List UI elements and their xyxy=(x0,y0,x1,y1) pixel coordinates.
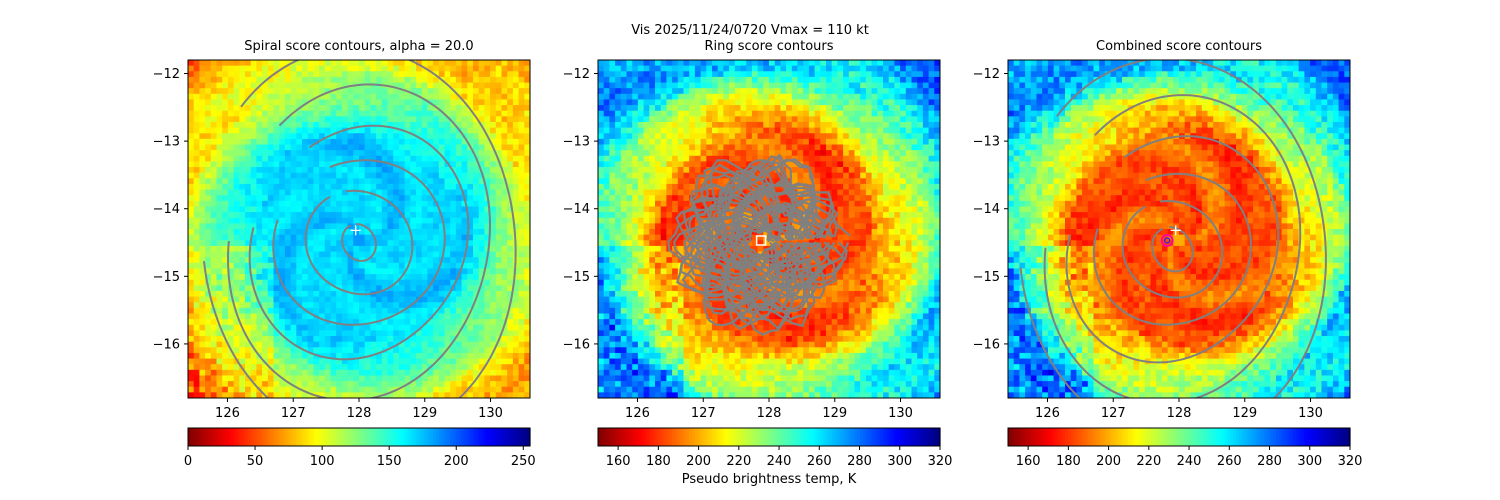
contour-line xyxy=(721,205,796,281)
colorbar-tick-label: 160 xyxy=(606,454,631,469)
x-tick-label: 130 xyxy=(888,406,913,421)
contour-line xyxy=(248,124,470,361)
colorbar-tick-label: 280 xyxy=(847,454,872,469)
y-tick-label: −16 xyxy=(973,337,1000,352)
colorbar-tick-label: 240 xyxy=(1177,454,1202,469)
colorbar-tick-label: 260 xyxy=(1217,454,1242,469)
x-tick-label: 130 xyxy=(478,406,503,421)
colorbar-1: 160 180 200 220 240 260 280 300 320 xyxy=(597,427,953,469)
contour-line xyxy=(1043,94,1302,398)
x-tick-label: 128 xyxy=(757,406,782,421)
panel-0: 126 127 128 129 130 −12 −13 −14 −15 −16 0 50 100 150 2… xyxy=(153,59,536,469)
colorbar-tick-label: 180 xyxy=(646,454,671,469)
contour-line xyxy=(667,158,851,328)
y-tick-label: −12 xyxy=(973,67,1000,82)
contour-line xyxy=(745,229,774,259)
colorbar-tick-label: 50 xyxy=(247,454,264,469)
center-circle-marker xyxy=(1160,234,1174,247)
contour-line xyxy=(682,159,838,313)
colorbar-tick-label: 200 xyxy=(444,454,469,469)
y-tick-label: −13 xyxy=(973,135,1000,150)
y-tick-label: −13 xyxy=(563,135,590,150)
y-tick-label: −14 xyxy=(973,202,1000,217)
y-tick-label: −15 xyxy=(973,270,1000,285)
colorbar-tick-label: 300 xyxy=(887,454,912,469)
x-tick-label: 129 xyxy=(822,406,847,421)
x-tick-label: 129 xyxy=(1232,406,1257,421)
panel-title-combined: Combined score contours xyxy=(1096,39,1262,54)
heatmap-0 xyxy=(188,60,530,398)
contour-line xyxy=(675,153,846,330)
x-tick-label: 126 xyxy=(215,406,240,421)
colorbar-tick-label: 200 xyxy=(1096,454,1121,469)
x-tick-label: 128 xyxy=(347,406,372,421)
figure-suptitle: Vis 2025/11/24/0720 Vmax = 110 kt xyxy=(631,23,869,38)
x-tick-label: 127 xyxy=(691,406,716,421)
center-square-marker xyxy=(755,235,767,246)
colorbar-tick-label: 0 xyxy=(184,454,192,469)
y-tick-label: −12 xyxy=(153,67,180,82)
colorbar-tick-label: 320 xyxy=(928,454,953,469)
colorbar-tick-label: 200 xyxy=(686,454,711,469)
colorbar-tick-label: 320 xyxy=(1338,454,1363,469)
contour-line xyxy=(272,159,446,326)
colorbar-tick-label: 100 xyxy=(310,454,335,469)
colorbar-tick-label: 160 xyxy=(1016,454,1041,469)
center-plus-marker xyxy=(350,225,361,236)
y-tick-label: −16 xyxy=(563,337,590,352)
contour-line xyxy=(1151,226,1194,273)
x-tick-label: 128 xyxy=(1167,406,1192,421)
colorbar-tick-label: 280 xyxy=(1257,454,1282,469)
contour-line xyxy=(734,215,783,270)
colorbar-2: 160 180 200 220 240 260 280 300 320 xyxy=(1007,427,1363,469)
contour-line xyxy=(734,217,782,266)
panel-2: 126 127 128 129 130 −12 −13 −14 −15 −16 160 180 200 2… xyxy=(973,59,1363,469)
colorbar-tick-label: 250 xyxy=(511,454,536,469)
colorbar-tick-label: 300 xyxy=(1297,454,1322,469)
y-tick-label: −14 xyxy=(563,202,590,217)
colorbar-0: 0 50 100 150 200 250 xyxy=(184,427,536,469)
contour-line xyxy=(1065,135,1280,364)
colorbar-tick-label: 180 xyxy=(1056,454,1081,469)
y-tick-label: −12 xyxy=(563,67,590,82)
x-tick-label: 130 xyxy=(1298,406,1323,421)
contour-line xyxy=(1019,60,1327,398)
colorbar-tick-label: 150 xyxy=(377,454,402,469)
x-tick-label: 127 xyxy=(1101,406,1126,421)
panel-title-ring: Ring score contours xyxy=(704,39,834,54)
x-tick-label: 129 xyxy=(412,406,437,421)
center-plus-marker xyxy=(1170,225,1181,236)
y-tick-label: −16 xyxy=(153,337,180,352)
contour-line xyxy=(1092,172,1253,326)
contour-line xyxy=(304,189,414,296)
contours-1 xyxy=(667,153,851,336)
panel-1: 126 127 128 129 130 −12 −13 −14 −15 −16 160 180 200 2… xyxy=(563,59,953,469)
x-tick-label: 127 xyxy=(281,406,306,421)
heatmap-2 xyxy=(1008,60,1350,398)
colorbar-tick-label: 260 xyxy=(807,454,832,469)
contour-line xyxy=(341,223,377,262)
contour-line xyxy=(226,83,492,398)
panel-title-spiral: Spiral score contours, alpha = 20.0 xyxy=(244,39,474,54)
y-tick-label: −13 xyxy=(153,135,180,150)
x-tick-label: 126 xyxy=(1035,406,1060,421)
y-tick-label: −15 xyxy=(153,270,180,285)
y-tick-label: −14 xyxy=(153,202,180,217)
contour-line xyxy=(1121,200,1224,299)
contours-2 xyxy=(1019,60,1327,398)
colorbar-tick-label: 220 xyxy=(1136,454,1161,469)
center-circle-inner xyxy=(1164,237,1171,244)
colorbar-tick-label: 240 xyxy=(767,454,792,469)
colorbar-tick-label: 220 xyxy=(726,454,751,469)
contour-line xyxy=(675,158,848,336)
x-tick-label: 126 xyxy=(625,406,650,421)
y-tick-label: −15 xyxy=(563,270,590,285)
colorbar-label-ring: Pseudo brightness temp, K xyxy=(681,472,857,487)
